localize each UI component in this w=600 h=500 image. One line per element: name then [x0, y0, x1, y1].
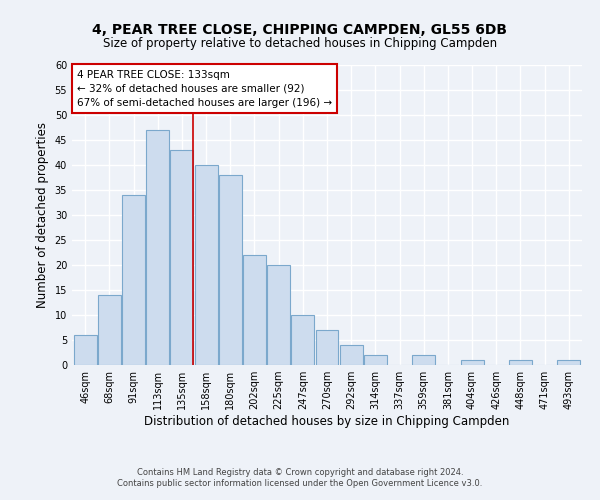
Bar	[461, 360, 484, 365]
Text: Contains HM Land Registry data © Crown copyright and database right 2024.
Contai: Contains HM Land Registry data © Crown c…	[118, 468, 482, 487]
Bar	[74, 335, 97, 365]
Bar	[509, 360, 532, 365]
Bar	[267, 265, 290, 365]
Bar	[122, 195, 145, 365]
Bar	[170, 150, 193, 365]
Bar	[146, 130, 169, 365]
X-axis label: Distribution of detached houses by size in Chipping Campden: Distribution of detached houses by size …	[145, 415, 509, 428]
Bar	[219, 175, 242, 365]
Bar	[412, 355, 435, 365]
Text: Size of property relative to detached houses in Chipping Campden: Size of property relative to detached ho…	[103, 38, 497, 51]
Bar	[98, 295, 121, 365]
Bar	[364, 355, 387, 365]
Bar	[316, 330, 338, 365]
Bar	[243, 255, 266, 365]
Bar	[557, 360, 580, 365]
Bar	[194, 165, 218, 365]
Text: 4, PEAR TREE CLOSE, CHIPPING CAMPDEN, GL55 6DB: 4, PEAR TREE CLOSE, CHIPPING CAMPDEN, GL…	[92, 22, 508, 36]
Bar	[292, 315, 314, 365]
Bar	[340, 345, 362, 365]
Y-axis label: Number of detached properties: Number of detached properties	[36, 122, 49, 308]
Text: 4 PEAR TREE CLOSE: 133sqm
← 32% of detached houses are smaller (92)
67% of semi-: 4 PEAR TREE CLOSE: 133sqm ← 32% of detac…	[77, 70, 332, 108]
